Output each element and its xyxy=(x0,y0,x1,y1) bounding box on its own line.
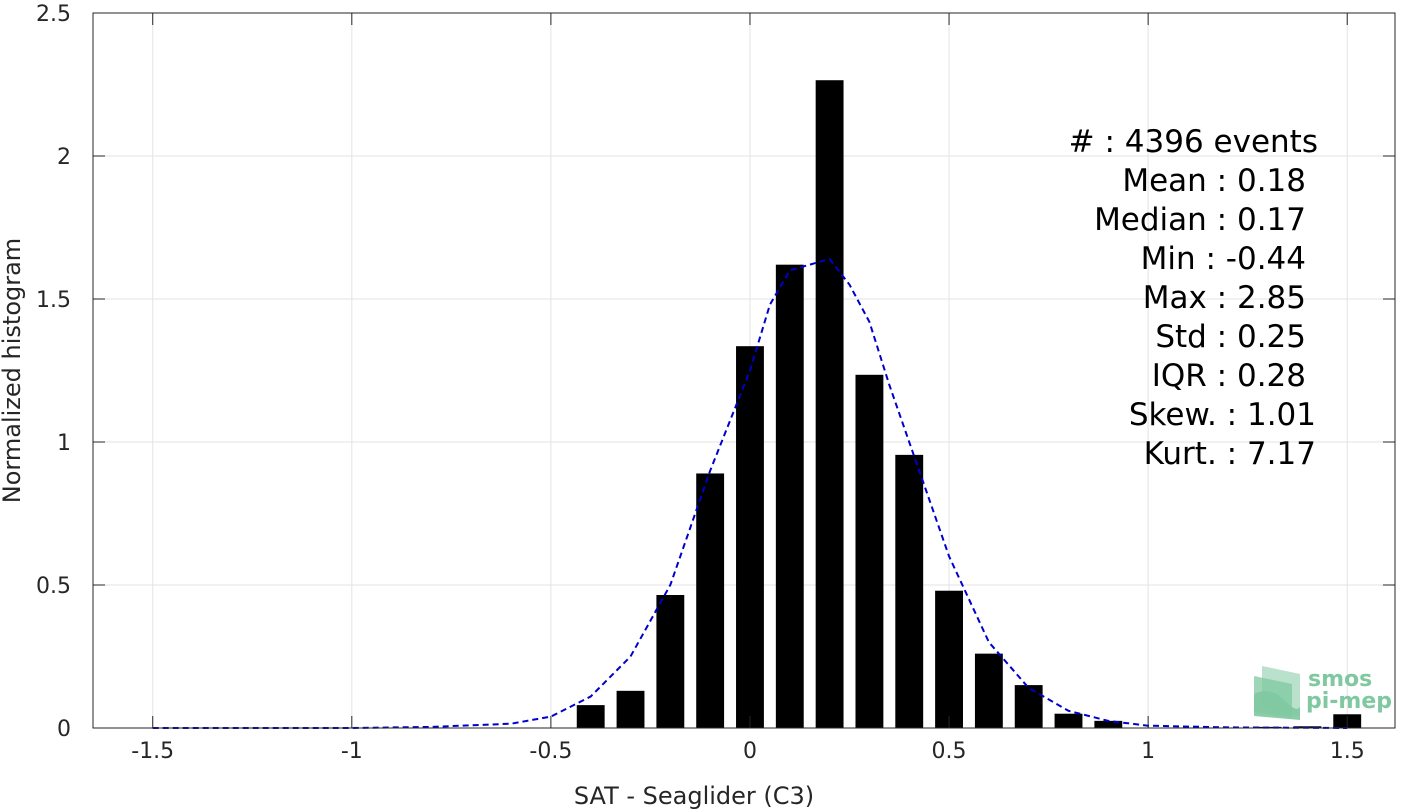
stats-line: Mean : 0.18 xyxy=(1122,163,1306,199)
y-tick-label: 2.5 xyxy=(36,2,71,27)
logo-wave-front xyxy=(1254,691,1300,720)
histogram-bar xyxy=(895,454,924,728)
histogram-bar xyxy=(1094,720,1123,728)
logo-text-top: smos xyxy=(1308,667,1372,692)
y-tick-label: 2 xyxy=(57,145,71,170)
x-tick-label: -1 xyxy=(341,739,363,764)
fit-curve-layer xyxy=(152,257,1348,729)
histogram-bar xyxy=(1054,713,1083,728)
histogram-bar xyxy=(855,374,884,728)
x-axis-label: SAT - Seaglider (C3) xyxy=(574,782,814,810)
histogram-bar xyxy=(974,653,1003,728)
histogram-bar xyxy=(815,80,844,728)
x-tick-label: 0.5 xyxy=(932,739,967,764)
histogram-bar xyxy=(736,346,764,728)
x-tick-label: 1 xyxy=(1141,739,1155,764)
x-tick-label: -0.5 xyxy=(529,739,572,764)
histogram-bar xyxy=(775,264,804,728)
stats-line: IQR : 0.28 xyxy=(1152,358,1306,394)
stats-line: Skew. : 1.01 xyxy=(1129,397,1316,433)
logo-text-bottom: pi-mep xyxy=(1306,689,1392,714)
stats-line: # : 4396 events xyxy=(1069,124,1318,160)
x-tick-label: 0 xyxy=(743,739,757,764)
stats-line: Median : 0.17 xyxy=(1094,202,1306,238)
histogram-bar xyxy=(935,590,963,728)
y-tick-label: 0.5 xyxy=(36,574,71,599)
y-axis-label: Normalized histogram xyxy=(0,238,26,503)
histogram-bar xyxy=(576,705,605,728)
plot-frame xyxy=(92,12,1396,729)
bars-layer xyxy=(576,80,1362,728)
histogram-bar xyxy=(1014,685,1043,728)
y-tick-label: 0 xyxy=(57,717,71,742)
x-tick-label: -1.5 xyxy=(131,739,174,764)
stats-line: Kurt. : 7.17 xyxy=(1144,436,1316,472)
histogram-bar xyxy=(656,595,685,728)
x-tick-label: 1.5 xyxy=(1330,739,1365,764)
stats-line: Std : 0.25 xyxy=(1155,319,1306,355)
normal-fit-curve xyxy=(152,257,1348,729)
histogram-bar xyxy=(696,473,725,728)
stats-line: Min : -0.44 xyxy=(1141,241,1306,277)
y-tick-label: 1 xyxy=(57,431,71,456)
y-tick-label: 1.5 xyxy=(36,288,71,313)
stats-line: Max : 2.85 xyxy=(1143,280,1306,316)
histogram-bar xyxy=(616,690,645,728)
